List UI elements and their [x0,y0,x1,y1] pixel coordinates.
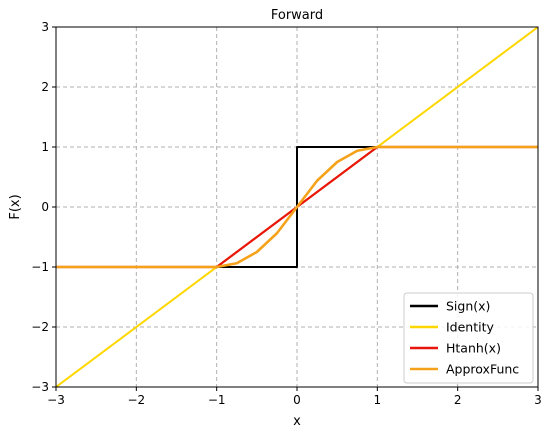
legend-label: ApproxFunc [446,362,519,377]
y-tick-label: −2 [31,320,49,334]
y-tick-label: 2 [41,80,49,94]
legend: Sign(x) Identity Htanh(x) ApproxFunc [403,292,534,384]
x-axis-label: x [293,414,301,429]
series-line-3 [56,145,538,269]
axis-ticks: −3 −2 −1 0 1 2 3 −3 −2 −1 0 1 2 3 [31,20,542,407]
chart-title: Forward [271,8,323,23]
legend-label: Sign(x) [446,299,490,314]
y-tick-label: −1 [31,260,49,274]
x-tick-label: 2 [454,393,462,407]
y-tick-label: 3 [41,20,49,34]
y-tick-label: 1 [41,140,49,154]
x-tick-label: −1 [208,393,226,407]
y-tick-label: 0 [41,200,49,214]
x-tick-label: 0 [293,393,301,407]
legend-label: Identity [446,320,495,335]
x-tick-label: 3 [534,393,542,407]
y-axis-label: F(x) [8,194,23,219]
plot-lines [56,27,538,387]
x-tick-label: −3 [47,393,65,407]
x-tick-label: 1 [374,393,382,407]
legend-label: Htanh(x) [446,341,501,356]
x-tick-label: −2 [127,393,145,407]
legend-box [403,292,534,384]
y-tick-label: −3 [31,380,49,394]
